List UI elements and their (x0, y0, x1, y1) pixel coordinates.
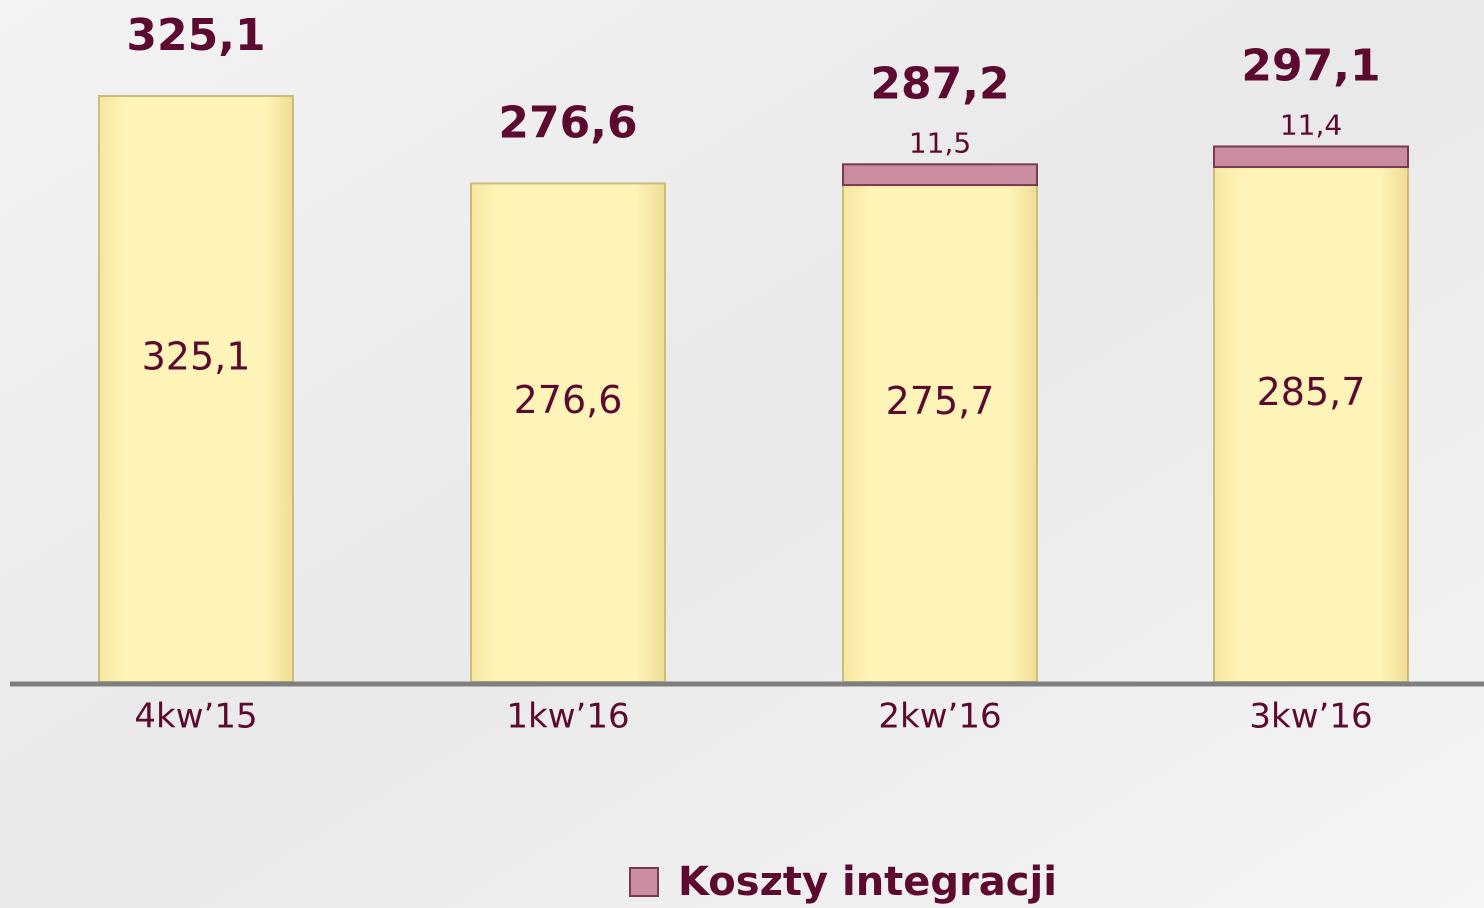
value-label: 285,7 (1257, 370, 1366, 414)
x-tick-label: 4kw’15 (134, 697, 257, 737)
chart: 325,1 325,1 4kw’15 276,6 276,6 1kw’16 275,7 11,… (0, 0, 1484, 908)
value-label: 275,7 (886, 379, 995, 423)
bar-segment (1214, 167, 1408, 682)
bar-segment (471, 183, 665, 682)
bar-segment (99, 96, 293, 682)
total-label: 297,1 (1241, 40, 1380, 91)
total-label: 276,6 (498, 97, 637, 148)
total-label: 287,2 (870, 58, 1009, 109)
x-tick-label: 2kw’16 (878, 697, 1001, 737)
legend-swatch (630, 868, 658, 896)
total-label: 325,1 (126, 10, 265, 61)
value-label: 325,1 (142, 335, 251, 379)
bar-segment (843, 164, 1037, 185)
value-label: 11,4 (1280, 108, 1342, 141)
value-label: 276,6 (514, 378, 623, 422)
bar-segment (843, 185, 1037, 682)
value-label: 11,5 (909, 126, 971, 159)
bar-segment (1214, 146, 1408, 167)
x-tick-label: 3kw’16 (1249, 697, 1372, 737)
legend-label: Koszty integracji (678, 859, 1057, 905)
x-tick-label: 1kw’16 (506, 697, 629, 737)
